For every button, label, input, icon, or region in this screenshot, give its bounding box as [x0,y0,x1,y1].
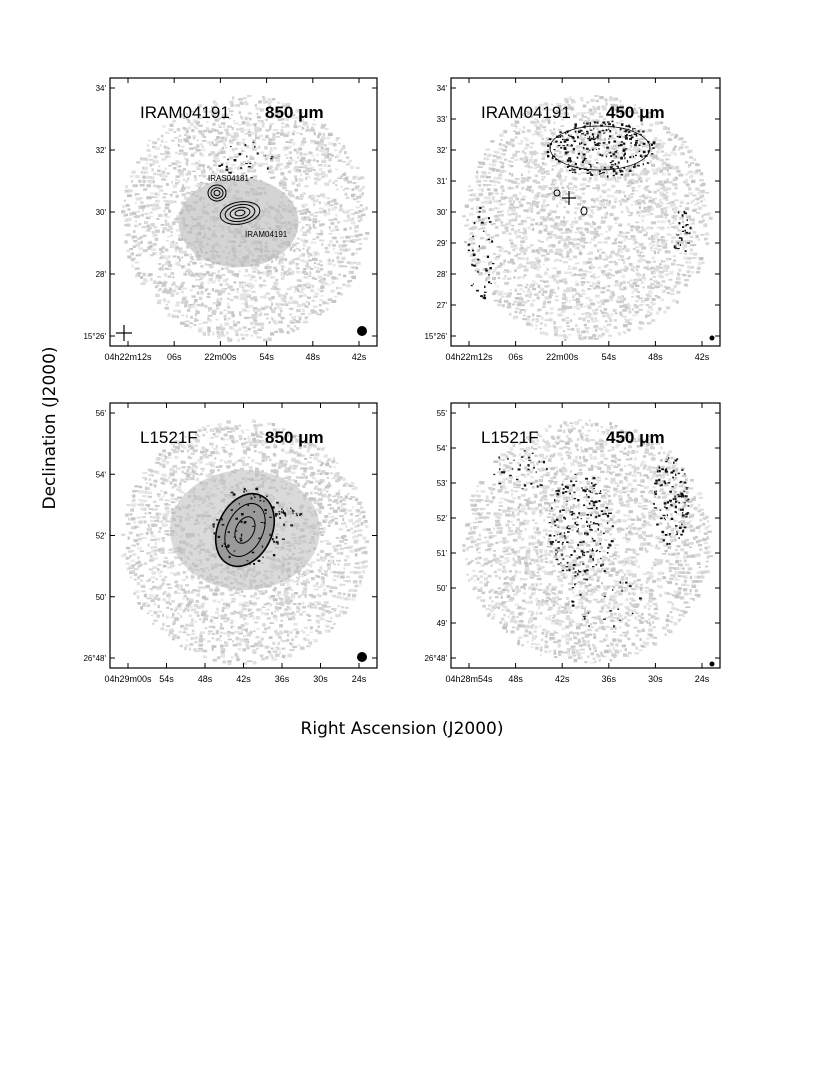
panel-2: 04h22m12s 06s 22m00s 54s 48s 42s 15°26' 27' 28' 2… [424,77,721,362]
ra-tick-label: 06s [167,352,182,362]
dec-tick-label: 26°48' [424,654,447,663]
ra-tick-label: 04h28m54s [445,674,493,684]
ra-tick-label: 04h22m12s [445,352,493,362]
contour-ring [234,209,246,217]
ra-tick-label: 30s [313,674,328,684]
dec-tick-label: 28' [96,270,107,279]
ra-tick-label: 30s [648,674,663,684]
contour-ring [219,201,261,225]
ra-tick-label: 24s [695,674,710,684]
emission-blob [178,177,299,268]
ra-tick-label: 48s [648,352,663,362]
panel-wavelength-label: 450 μm [606,428,665,447]
dec-tick-label: 15°26' [424,332,447,341]
dec-tick-label: 28' [437,270,448,279]
dec-tick-label: 53' [437,479,448,488]
contour-ring [224,503,266,557]
panel-3: 04h29m00s 54s 48s 42s 36s 30s 24s 26°48' 50' 52' 5… [83,402,378,684]
ra-tick-label: 04h29m00s [104,674,152,684]
dec-tick-label: 52' [96,532,107,541]
panel-source-label: L1521F [140,428,198,447]
panel-source-label: IRAM04191 [140,103,230,122]
dec-tick-label: 27' [437,301,448,310]
source-annotation: IRAM04191 [245,230,288,239]
contour-ring [580,206,588,216]
contour-ring [549,125,651,171]
dec-tick-label: 34' [437,84,448,93]
contour-ring [224,203,256,223]
ra-tick-label: 54s [602,352,617,362]
ra-tick-label: 06s [508,352,523,362]
ra-tick-label: 54s [259,352,274,362]
beam-marker [357,326,367,336]
ra-tick-label: 36s [275,674,290,684]
dec-tick-label: 26°48' [83,654,106,663]
ra-tick-label: 42s [555,674,570,684]
ra-tick-label: 48s [306,352,321,362]
dec-tick-label: 30' [96,208,107,217]
contour-ring [229,206,251,220]
panel-source-label: IRAM04191 [481,103,571,122]
dec-tick-label: 32' [437,146,448,155]
panel-wavelength-label: 850 μm [265,428,324,447]
source-annotation: IRAS04181 [208,174,249,183]
ra-tick-label: 04h22m12s [104,352,152,362]
ra-tick-label: 42s [352,352,367,362]
dec-tick-label: 51' [437,549,448,558]
panel-wavelength-label: 450 μm [606,103,665,122]
dec-tick-label: 31' [437,177,448,186]
dec-tick-label: 56' [96,409,107,418]
contour-ring [214,492,276,568]
contour-ring [234,516,256,544]
ra-tick-label: 48s [508,674,523,684]
dec-tick-label: 33' [437,115,448,124]
ra-tick-label: 54s [159,674,174,684]
panel-wavelength-label: 850 μm [265,103,324,122]
ra-tick-label: 22m00s [546,352,579,362]
dec-tick-label: 29' [437,239,448,248]
dec-tick-label: 55' [437,409,448,418]
contour-ring [213,189,221,197]
contour-ring [553,189,561,197]
dec-tick-label: 34' [96,84,107,93]
dec-tick-label: 54' [96,470,107,479]
ra-tick-label: 24s [352,674,367,684]
ra-tick-label: 42s [236,674,251,684]
dec-tick-label: 50' [437,584,448,593]
beam-marker [357,652,367,662]
dec-tick-label: 50' [96,593,107,602]
beam-marker [709,335,715,341]
panel-source-label: L1521F [481,428,539,447]
dec-tick-label: 49' [437,619,448,628]
contour-ring [210,187,224,199]
dec-tick-label: 32' [96,146,107,155]
contour-ring [207,184,227,202]
ra-tick-label: 48s [198,674,213,684]
ra-tick-label: 36s [602,674,617,684]
dec-tick-label: 15°26' [83,332,106,341]
dec-tick-label: 52' [437,514,448,523]
ra-tick-label: 42s [695,352,710,362]
ra-tick-label: 22m00s [204,352,237,362]
x-axis-title: Right Ascension (J2000) [300,719,504,739]
panel-1: 04h22m12s 06s 22m00s 54s 48s 42s 15°26' 28' 30' 3… [83,77,378,362]
beam-marker [709,661,715,667]
dec-tick-label: 30' [437,208,448,217]
dec-tick-label: 54' [437,444,448,453]
panel-4: 04h28m54s 48s 42s 36s 30s 24s 26°48' 49' 50' 51' 5… [424,402,721,684]
